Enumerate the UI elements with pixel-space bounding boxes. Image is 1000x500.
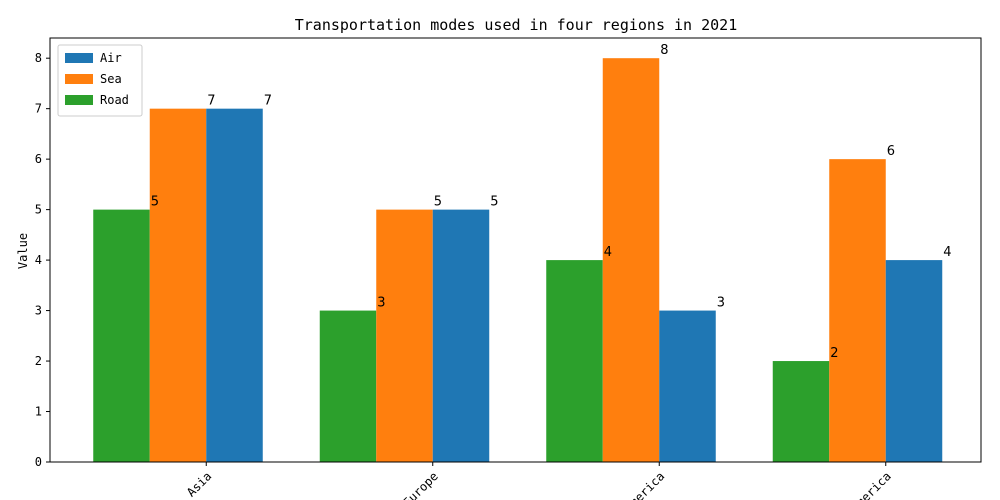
data-label: 7	[264, 94, 272, 109]
data-label: 3	[377, 296, 385, 311]
data-label: 3	[717, 296, 725, 311]
data-labels-layer: 5 3 4 2 7 5 8 6 7 5 3 4	[151, 43, 952, 361]
data-label: 5	[490, 195, 498, 210]
chart-title: Transportation modes used in four region…	[295, 16, 738, 34]
x-tick-label: Asia	[184, 469, 214, 499]
bar-road-asia	[93, 209, 150, 462]
y-tick-label: 6	[35, 152, 42, 166]
bar-road-south-america	[772, 361, 830, 462]
bar-air-north-america	[659, 310, 716, 462]
y-tick-label: 7	[35, 102, 42, 116]
legend-label-air: Air	[100, 51, 122, 65]
data-label: 5	[151, 195, 159, 210]
y-tick-label: 0	[35, 455, 42, 469]
legend-swatch-road	[65, 95, 93, 105]
x-tick-label: Europe	[400, 469, 441, 500]
bar-road-north-america	[546, 260, 603, 462]
bar-air-europe	[432, 209, 490, 462]
data-label: 4	[604, 245, 612, 260]
y-tick-label: 5	[35, 203, 42, 217]
data-label: 8	[660, 43, 668, 58]
bar-road-europe	[319, 310, 377, 462]
data-label: 2	[830, 346, 838, 361]
plot-frame	[49, 37, 982, 463]
legend-swatch-sea	[65, 74, 93, 84]
x-tick-label: South America	[817, 469, 893, 500]
y-tick-label: 1	[35, 405, 42, 419]
legend-swatch-air	[65, 53, 93, 63]
y-tick-label: 2	[35, 354, 42, 368]
bars-layer	[93, 58, 943, 463]
data-label: 7	[207, 94, 215, 109]
y-tick-label: 4	[35, 253, 42, 267]
bar-air-south-america	[885, 260, 943, 462]
legend: Air Sea Road	[57, 44, 143, 117]
legend-label-sea: Sea	[100, 72, 122, 86]
legend-label-road: Road	[100, 93, 129, 107]
data-label: 6	[887, 144, 895, 159]
bar-sea-south-america	[829, 159, 886, 462]
x-tick-label: North America	[591, 469, 667, 500]
bar-sea-europe	[376, 209, 433, 462]
y-axis-label: Value	[16, 233, 30, 269]
bar-sea-asia	[149, 108, 207, 463]
bar-sea-north-america	[602, 58, 660, 462]
data-label: 4	[943, 245, 951, 260]
bar-air-asia	[206, 108, 263, 463]
data-label: 5	[434, 195, 442, 210]
y-tick-label: 8	[35, 51, 42, 65]
y-tick-label: 3	[35, 304, 42, 318]
